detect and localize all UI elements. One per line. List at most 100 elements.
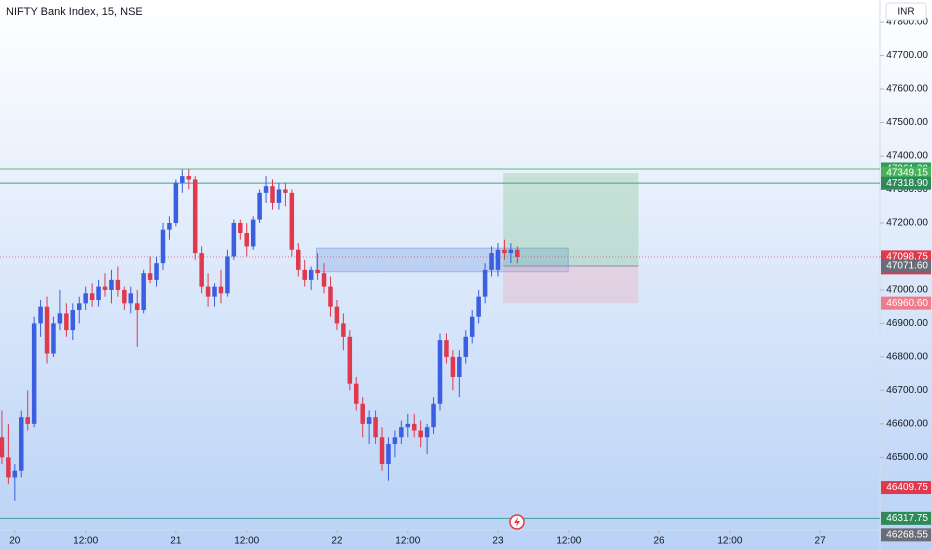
y-tick-label: 47600.00	[886, 84, 928, 95]
y-tick-label: 47800.00	[886, 17, 928, 28]
y-tick-label: 47200.00	[886, 218, 928, 229]
x-tick-label: 12:00	[556, 536, 581, 547]
price-label: 47071.60	[886, 261, 928, 272]
candle-body	[476, 296, 481, 317]
x-tick-label: 12:00	[234, 536, 259, 547]
candle-body	[276, 189, 282, 203]
candle-body	[6, 457, 11, 478]
price-label: 46317.75	[886, 513, 928, 524]
candle-body	[0, 437, 5, 458]
candle-body	[147, 273, 153, 280]
candle-body	[218, 286, 224, 294]
candle-body	[250, 219, 256, 247]
y-tick-label: 46900.00	[886, 318, 928, 329]
candle-body	[199, 253, 204, 287]
price-label: 46409.75	[886, 482, 928, 493]
currency-button[interactable]	[885, 2, 927, 21]
candle-body	[96, 286, 101, 300]
candle-body	[192, 179, 198, 254]
profit-zone	[503, 173, 639, 266]
candle-body	[444, 340, 449, 357]
x-tick-label: 12:00	[395, 536, 420, 547]
candle-body	[463, 336, 469, 357]
candle-body	[489, 253, 494, 270]
candle-body	[379, 437, 385, 465]
candle-body	[508, 249, 514, 254]
currency-label: INR	[897, 7, 914, 18]
price-label-box	[881, 166, 931, 180]
price-label: 47349.15	[886, 168, 928, 179]
replay-icon[interactable]	[509, 514, 525, 530]
candle-body	[186, 176, 192, 180]
candle-body	[76, 303, 82, 311]
candle-body	[51, 323, 56, 354]
candle-body	[231, 222, 237, 257]
candle-body	[353, 383, 359, 404]
candle-body	[334, 306, 340, 324]
price-label-box	[881, 511, 931, 525]
candle-body	[44, 306, 50, 354]
candle-body	[12, 470, 18, 478]
candle-body	[424, 427, 430, 438]
price-label-box	[881, 528, 931, 542]
candle-body	[205, 286, 211, 297]
price-label-box	[881, 296, 931, 310]
candle-body	[341, 323, 346, 337]
candle-body	[469, 316, 475, 337]
y-tick-label: 47500.00	[886, 117, 928, 128]
price-label-box	[881, 481, 931, 495]
candle-body	[315, 269, 320, 274]
candle-body	[283, 189, 288, 193]
x-tick-label: 23	[492, 536, 504, 547]
candle-body	[89, 293, 95, 300]
candle-body	[328, 286, 333, 307]
candle-body	[437, 340, 443, 404]
candle-body	[225, 256, 230, 294]
x-tick-label: 12:00	[73, 536, 98, 547]
candle-body	[128, 293, 134, 304]
candle-body	[457, 356, 462, 377]
y-tick-label: 47000.00	[886, 285, 928, 296]
y-tick-label: 46600.00	[886, 419, 928, 430]
candle-body	[502, 249, 507, 254]
candle-body	[399, 427, 404, 438]
loss-zone	[503, 265, 639, 304]
price-label: 46960.60	[886, 298, 928, 309]
candle-body	[160, 229, 166, 264]
candle-body	[373, 417, 378, 438]
candle-body	[244, 233, 249, 247]
price-label: 46268.55	[886, 529, 928, 540]
candle-body	[70, 310, 76, 331]
candle-body	[321, 273, 327, 287]
candle-body	[405, 423, 411, 428]
candle-body	[386, 443, 391, 465]
candle-body	[366, 417, 372, 424]
candle-body	[296, 249, 301, 270]
candle-body	[102, 286, 108, 290]
candle-body	[109, 279, 114, 290]
candle-body	[257, 192, 262, 220]
candle-body	[515, 249, 520, 257]
y-tick-label: 47700.00	[886, 50, 928, 61]
x-tick-label: 20	[9, 536, 21, 547]
candle-body	[308, 269, 314, 280]
candle-body	[360, 403, 365, 424]
candle-body	[180, 176, 185, 183]
y-tick-label: 46700.00	[886, 385, 928, 396]
candle-body	[411, 423, 417, 431]
candle-body	[238, 222, 243, 234]
candle-body	[450, 356, 456, 377]
price-label: 47318.90	[886, 178, 928, 189]
y-tick-label: 46800.00	[886, 352, 928, 363]
x-tick-label: 22	[331, 536, 343, 547]
candle-body	[57, 313, 63, 324]
candle-body	[83, 293, 88, 304]
candle-body	[154, 263, 159, 280]
candle-body	[25, 417, 30, 424]
candle-body	[19, 417, 24, 471]
price-label-box	[881, 259, 931, 273]
candle-body	[289, 192, 295, 250]
candle-body	[270, 186, 275, 203]
candle-body	[141, 273, 146, 311]
